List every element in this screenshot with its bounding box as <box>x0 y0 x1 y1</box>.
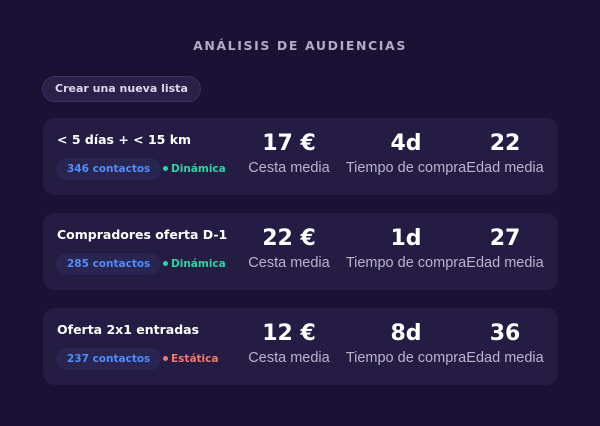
metric-label: Edad media <box>466 350 544 366</box>
metric-purchase-time: 8d Tiempo de compra <box>341 320 471 367</box>
metric-value: 36 <box>489 321 521 346</box>
status-label: Estática <box>171 353 219 365</box>
audience-card[interactable]: Oferta 2x1 entradas 237 contactos Estáti… <box>43 308 558 385</box>
create-list-button[interactable]: Crear una nueva lista <box>42 76 201 102</box>
metric-basket: 12 € Cesta media <box>224 320 354 367</box>
metric-basket: 17 € Cesta media <box>224 130 354 177</box>
metric-label: Edad media <box>466 255 544 271</box>
status-label: Dinámica <box>171 258 226 270</box>
status-dot-icon <box>163 355 168 361</box>
metric-age: 22 Edad media <box>440 130 570 177</box>
metric-label: Tiempo de compra <box>345 255 467 271</box>
metric-value: 17 € <box>262 131 316 156</box>
audience-card[interactable]: < 5 días + < 15 km 346 contactos Dinámic… <box>43 118 558 195</box>
metric-label: Tiempo de compra <box>345 160 467 176</box>
metric-value: 27 <box>489 226 521 251</box>
status-badge: Dinámica <box>163 253 226 275</box>
metric-purchase-time: 4d Tiempo de compra <box>341 130 471 177</box>
metric-value: 1d <box>390 226 422 251</box>
metric-label: Cesta media <box>248 350 330 366</box>
status-badge: Dinámica <box>163 158 226 180</box>
metric-label: Cesta media <box>248 160 330 176</box>
contacts-badge[interactable]: 285 contactos <box>56 253 162 275</box>
audience-card[interactable]: Compradores oferta D-1 285 contactos Din… <box>43 213 558 290</box>
audience-name: < 5 días + < 15 km <box>57 132 192 147</box>
page-title: ANÁLISIS DE AUDIENCIAS <box>193 38 407 53</box>
metric-basket: 22 € Cesta media <box>224 225 354 272</box>
metric-age: 27 Edad media <box>440 225 570 272</box>
metric-value: 8d <box>390 321 422 346</box>
contacts-badge[interactable]: 237 contactos <box>56 348 162 370</box>
metric-value: 22 € <box>262 226 316 251</box>
status-label: Dinámica <box>171 163 226 175</box>
audience-name: Oferta 2x1 entradas <box>57 322 200 337</box>
metric-label: Edad media <box>466 160 544 176</box>
metric-value: 12 € <box>262 321 316 346</box>
metric-label: Tiempo de compra <box>345 350 467 366</box>
metric-label: Cesta media <box>248 255 330 271</box>
metric-purchase-time: 1d Tiempo de compra <box>341 225 471 272</box>
metric-value: 22 <box>489 131 521 156</box>
status-badge: Estática <box>163 348 218 370</box>
audience-name: Compradores oferta D-1 <box>57 227 228 242</box>
status-dot-icon <box>163 165 168 171</box>
status-dot-icon <box>163 260 168 266</box>
contacts-badge[interactable]: 346 contactos <box>56 158 162 180</box>
metric-value: 4d <box>390 131 422 156</box>
metric-age: 36 Edad media <box>440 320 570 367</box>
